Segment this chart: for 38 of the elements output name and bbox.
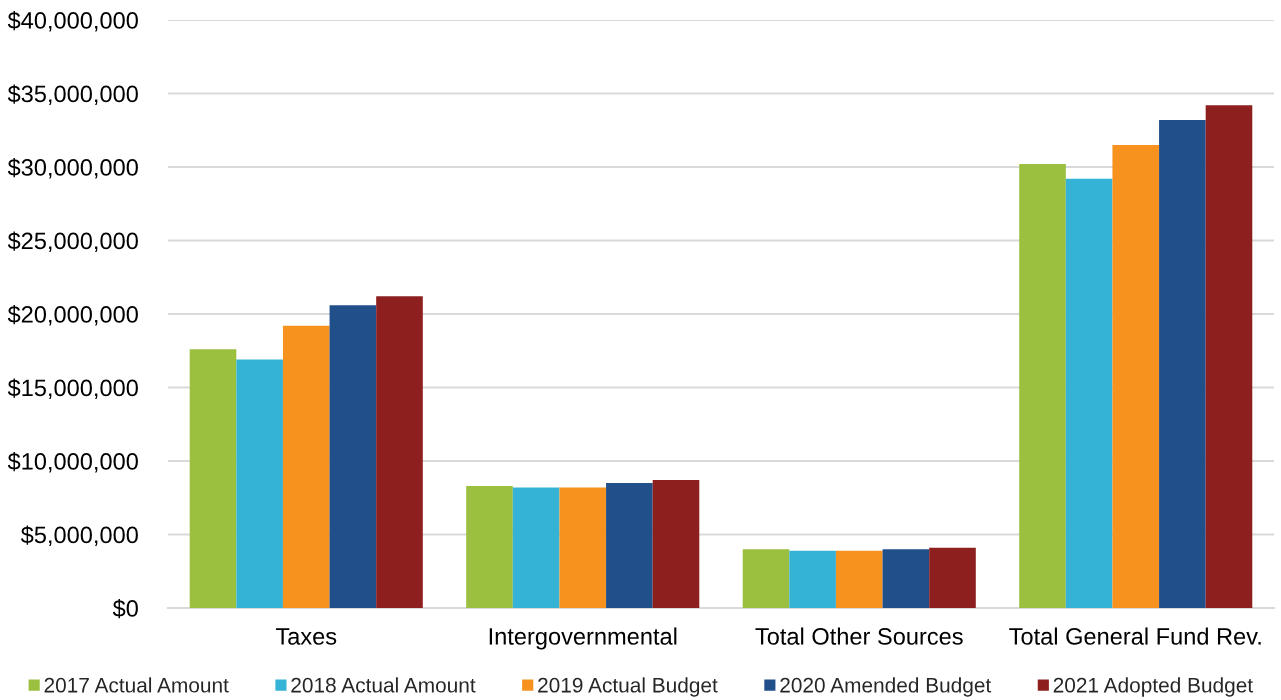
bar: [835, 550, 883, 608]
x-tick-label: Taxes: [275, 628, 337, 645]
y-tick-label: $15,000,000: [7, 378, 138, 400]
bar: [282, 325, 330, 608]
bar: [1019, 164, 1066, 608]
legend-label: 2019 Actual Budget: [538, 677, 718, 697]
x-tick-label: Total Other Sources: [755, 627, 963, 645]
y-tick-label: $25,000,000: [7, 231, 138, 253]
x-tick-label: Total General Fund Rev.: [1009, 627, 1261, 645]
bar: [376, 296, 423, 608]
y-tick-label: $20,000,000: [7, 305, 138, 326]
x-tick-label: Intergovernmental: [489, 627, 677, 650]
bar: [1205, 105, 1253, 608]
y-tick-label: $35,000,000: [7, 84, 138, 106]
legend-label: 2018 Actual Amount: [291, 677, 476, 693]
bar: [329, 305, 377, 608]
bar: [1112, 144, 1160, 608]
legend-label: 2017 Actual Amount: [44, 677, 229, 693]
legend-label: 2020 Amended Budget: [780, 677, 992, 697]
y-tick-label: $40,000,000: [7, 11, 138, 32]
bar: [882, 549, 930, 608]
bar: [742, 549, 790, 608]
bar: [929, 547, 976, 608]
bar: [652, 480, 700, 608]
bar: [189, 349, 237, 608]
legend-label: 2021 Adopted Budget: [1053, 677, 1253, 697]
bar: [1065, 178, 1113, 608]
bar: [606, 483, 653, 608]
y-tick-label: $5,000,000: [20, 525, 138, 547]
bar: [1159, 119, 1206, 608]
y-tick-label: $30,000,000: [7, 158, 138, 179]
bar: [559, 487, 607, 608]
bar: [236, 359, 283, 608]
y-tick-label: $0: [112, 599, 138, 619]
bar: [789, 550, 836, 608]
bar: [512, 487, 560, 608]
bar: [466, 485, 513, 608]
y-tick-label: $10,000,000: [7, 452, 138, 473]
